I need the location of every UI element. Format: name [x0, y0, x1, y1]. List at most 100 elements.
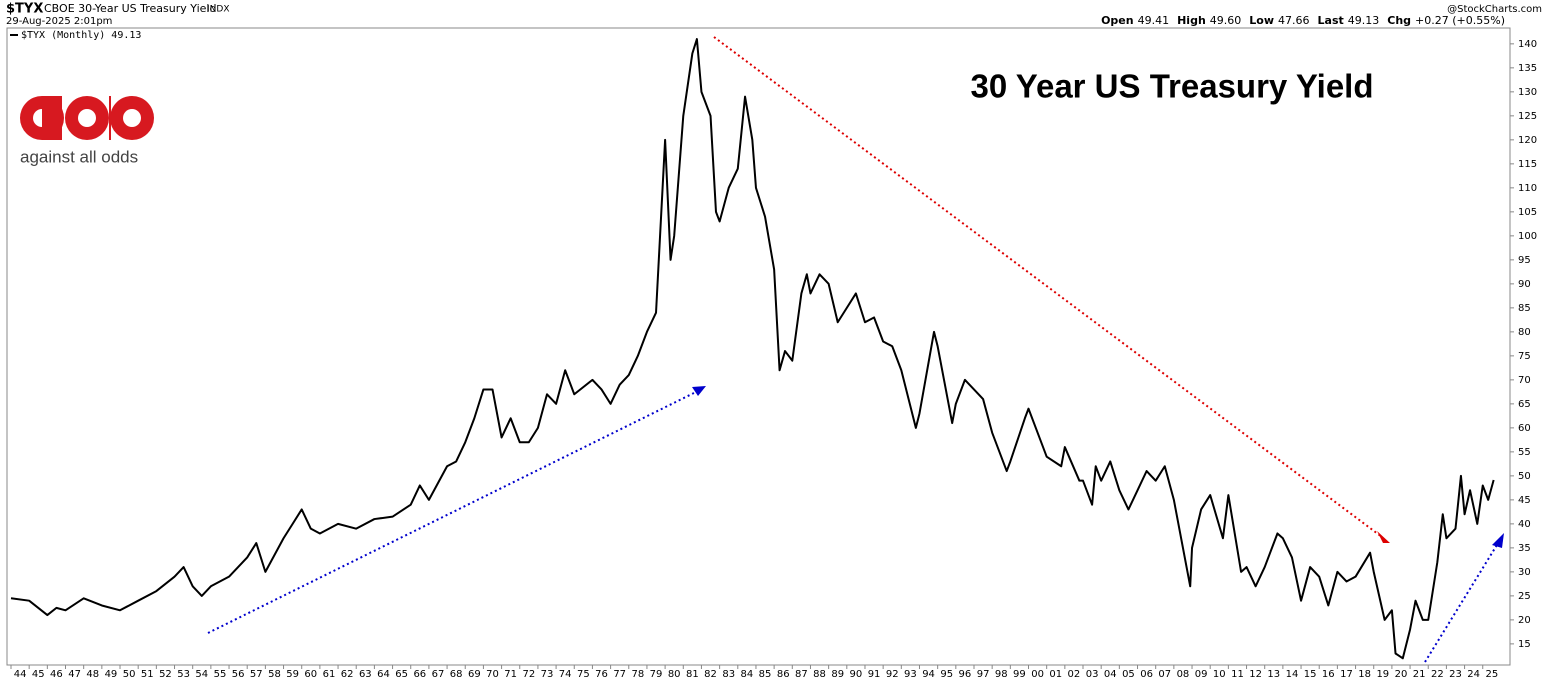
x-tick-label: 98 — [995, 669, 1008, 680]
x-tick-label: 00 — [1031, 669, 1044, 680]
quote-label: High — [1177, 14, 1206, 27]
x-tick-label: 78 — [631, 669, 644, 680]
x-tick-label: 62 — [341, 669, 354, 680]
x-tick-label: 85 — [759, 669, 772, 680]
x-tick-label: 12 — [1249, 669, 1262, 680]
credit: @StockCharts.com — [1447, 4, 1542, 15]
x-tick-label: 20 — [1395, 669, 1408, 680]
y-tick-label: 100 — [1518, 231, 1537, 242]
y-tick-label: 40 — [1518, 519, 1531, 530]
y-tick-label: 20 — [1518, 615, 1531, 626]
x-tick-label: 64 — [377, 669, 390, 680]
y-tick-label: 30 — [1518, 567, 1531, 578]
x-tick-label: 51 — [141, 669, 154, 680]
x-tick-label: 79 — [650, 669, 663, 680]
arrow-head — [1377, 531, 1390, 543]
x-tick-label: 56 — [232, 669, 245, 680]
x-tick-label: 25 — [1485, 669, 1498, 680]
x-tick-label: 03 — [1086, 669, 1099, 680]
x-tick-label: 99 — [1013, 669, 1026, 680]
y-tick-label: 45 — [1518, 495, 1531, 506]
symbol: $TYX — [6, 2, 43, 17]
quote-value: 47.66 — [1278, 14, 1310, 27]
x-tick-label: 11 — [1231, 669, 1244, 680]
x-tick-label: 68 — [450, 669, 463, 680]
x-tick-label: 65 — [395, 669, 408, 680]
x-tick-label: 05 — [1122, 669, 1135, 680]
plot-frame — [6, 27, 1511, 666]
x-tick-label: 63 — [359, 669, 372, 680]
x-tick-label: 94 — [922, 669, 935, 680]
x-tick-label: 75 — [577, 669, 590, 680]
x-tick-label: 77 — [613, 669, 626, 680]
x-tick-label: 54 — [195, 669, 208, 680]
y-tick-label: 35 — [1518, 543, 1531, 554]
x-tick-label: 80 — [668, 669, 681, 680]
x-tick-label: 76 — [595, 669, 608, 680]
x-tick-label: 89 — [831, 669, 844, 680]
y-tick-label: 120 — [1518, 135, 1537, 146]
x-tick-label: 45 — [32, 669, 45, 680]
quote-label: Chg — [1387, 14, 1411, 27]
x-tick-label: 61 — [323, 669, 336, 680]
legend-label: $TYX (Monthly) 49.13 — [21, 30, 141, 41]
x-tick-label: 07 — [1158, 669, 1171, 680]
x-tick-label: 92 — [886, 669, 899, 680]
x-tick-label: 47 — [68, 669, 81, 680]
x-tick-label: 55 — [214, 669, 227, 680]
x-tick-label: 01 — [1049, 669, 1062, 680]
x-tick-label: 19 — [1376, 669, 1389, 680]
x-tick-label: 59 — [286, 669, 299, 680]
trend-arrow — [207, 389, 701, 634]
x-tick-label: 52 — [159, 669, 172, 680]
y-tick-label: 115 — [1518, 159, 1537, 170]
y-tick-label: 110 — [1518, 183, 1537, 194]
x-tick-label: 97 — [977, 669, 990, 680]
y-tick-label: 55 — [1518, 447, 1531, 458]
description: CBOE 30-Year US Treasury Yield — [44, 2, 216, 15]
arrow-head — [692, 386, 706, 396]
y-tick-label: 25 — [1518, 591, 1531, 602]
x-tick-label: 88 — [813, 669, 826, 680]
x-tick-label: 08 — [1177, 669, 1190, 680]
trend-arrow — [1424, 539, 1501, 663]
x-tick-label: 23 — [1449, 669, 1462, 680]
x-tick-label: 10 — [1213, 669, 1226, 680]
x-tick-label: 95 — [940, 669, 953, 680]
x-tick-label: 21 — [1413, 669, 1426, 680]
y-tick-label: 135 — [1518, 63, 1537, 74]
y-tick-label: 105 — [1518, 207, 1537, 218]
x-tick-label: 06 — [1140, 669, 1153, 680]
x-tick-label: 13 — [1267, 669, 1280, 680]
x-tick-label: 18 — [1358, 669, 1371, 680]
date: 29-Aug-2025 2:01pm — [6, 16, 112, 27]
y-tick-label: 95 — [1518, 255, 1531, 266]
x-tick-label: 84 — [741, 669, 754, 680]
line — [10, 38, 1495, 660]
arrow-head — [1492, 533, 1504, 548]
quote-value: 49.60 — [1210, 14, 1242, 27]
x-tick-label: 58 — [268, 669, 281, 680]
x-tick-label: 15 — [1304, 669, 1317, 680]
x-tick-label: 73 — [541, 669, 554, 680]
quote-label: Last — [1318, 14, 1344, 27]
x-tick-label: 93 — [904, 669, 917, 680]
y-tick-label: 130 — [1518, 87, 1537, 98]
y-tick-label: 15 — [1518, 639, 1531, 650]
quote-value: +0.27 (+0.55%) — [1415, 14, 1505, 27]
quote-value: 49.41 — [1138, 14, 1170, 27]
x-tick-label: 50 — [123, 669, 136, 680]
quote-label: Open — [1101, 14, 1134, 27]
x-tick-label: 02 — [1068, 669, 1081, 680]
y-tick-label: 75 — [1518, 351, 1531, 362]
y-tick-label: 65 — [1518, 399, 1531, 410]
x-tick-label: 87 — [795, 669, 808, 680]
x-tick-label: 82 — [704, 669, 717, 680]
exchange: INDX — [207, 5, 229, 15]
x-tick-label: 71 — [504, 669, 517, 680]
quote-label: Low — [1249, 14, 1274, 27]
y-tick-label: 50 — [1518, 471, 1531, 482]
y-tick-label: 60 — [1518, 423, 1531, 434]
